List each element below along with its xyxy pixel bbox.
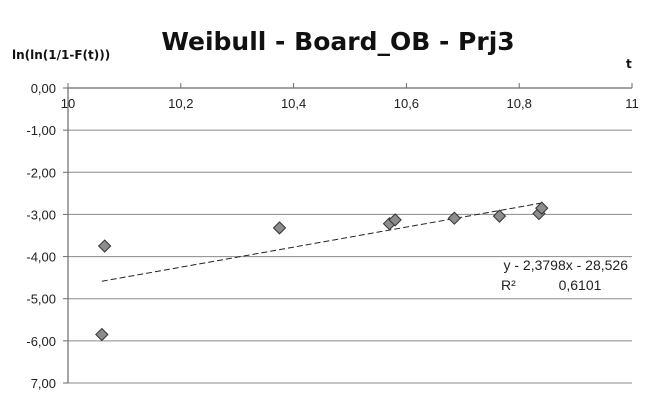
- trendline-layer: [101, 202, 542, 282]
- gridlines: [68, 129, 632, 384]
- trendline-equation: y - 2,3798x - 28,526: [503, 257, 628, 273]
- trendline-r2-value: 0,6101: [559, 277, 602, 293]
- chart-title: Weibull - Board_OB - Prj3: [161, 27, 514, 56]
- x-tick-label: 10,6: [394, 96, 419, 111]
- data-points: [95, 201, 549, 342]
- trendline: [101, 202, 542, 282]
- data-point: [97, 239, 112, 253]
- y-tick-label: -6,00: [26, 334, 56, 349]
- y-tick-label: -2,00: [26, 165, 56, 180]
- data-point: [492, 209, 507, 223]
- x-tick-label: 11: [625, 96, 639, 111]
- y-tick-label: -5,00: [26, 292, 56, 307]
- y-tick-label: -1,00: [26, 123, 56, 138]
- data-point: [535, 201, 549, 215]
- y-axis-title: ln(ln(1/1-F(t))): [12, 48, 110, 62]
- x-tick-label: 10: [61, 96, 75, 111]
- x-tick-label: 10,8: [507, 96, 532, 111]
- axes: [63, 83, 633, 384]
- x-tick-label: 10,4: [281, 96, 306, 111]
- x-axis-title: t: [626, 57, 632, 71]
- data-point: [388, 213, 402, 227]
- data-point: [447, 211, 462, 225]
- y-tick-label: -3,00: [26, 207, 56, 222]
- data-point: [272, 221, 287, 235]
- data-point: [95, 327, 109, 342]
- trendline-r2-label: R²: [501, 277, 516, 293]
- tick-labels: 10 10,2 10,4 10,6 10,8 11 0,00 -1,00 -2,00 -3,00 -…: [26, 81, 638, 391]
- y-tick-label: 7,00: [31, 376, 56, 391]
- y-tick-label: 0,00: [31, 81, 56, 96]
- x-tick-label: 10,2: [168, 96, 193, 111]
- y-tick-label: -4,00: [26, 250, 56, 265]
